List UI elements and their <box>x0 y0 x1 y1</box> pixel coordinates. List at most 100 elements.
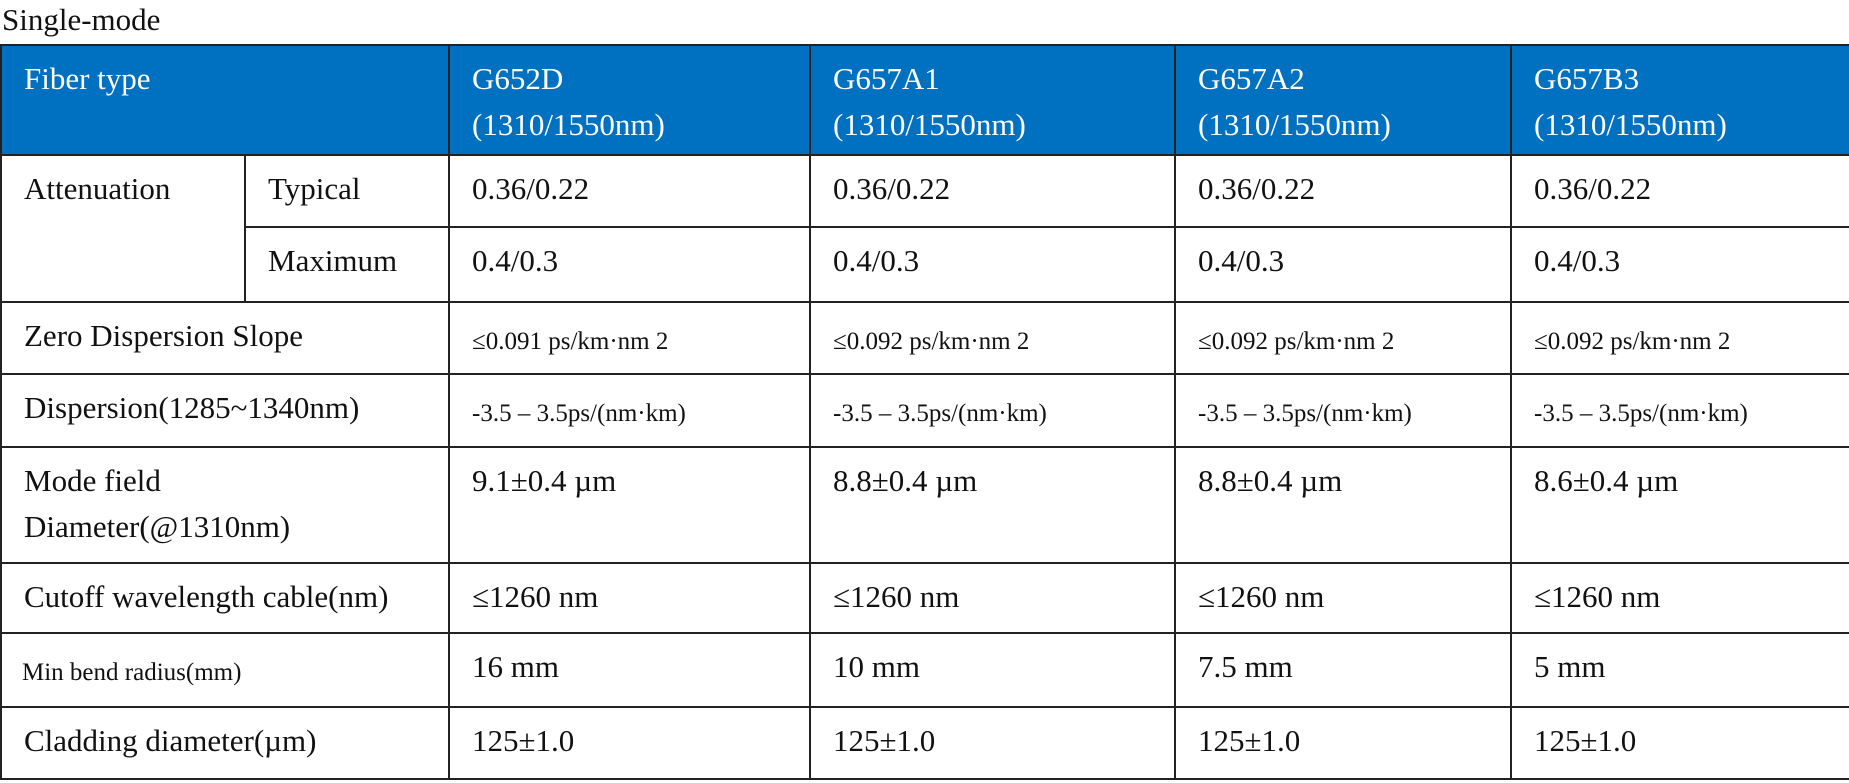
cell: Mode field Diameter(@1310nm) <box>0 446 450 564</box>
cell-text: (1310/1550nm) <box>472 107 665 142</box>
cell: 0.36/0.22 <box>1174 154 1512 228</box>
cell-text: ≤0.092 ps/km·nm 2 <box>1198 328 1395 355</box>
cell: 7.5 mm <box>1174 632 1512 708</box>
cell-text: -3.5 – 3.5ps/(nm·km) <box>833 400 1047 427</box>
cell: 5 mm <box>1510 632 1849 708</box>
row: Mode field Diameter(@1310nm) 9.1±0.4 µm 8.8… <box>0 446 1849 564</box>
cell: 9.1±0.4 µm <box>448 446 811 564</box>
cell: Typical <box>244 154 450 228</box>
cell-text: 0.36/0.22 <box>1534 171 1652 206</box>
row: Min bend radius(mm) 16 mm 10 mm 7.5 mm 5 mm <box>0 632 1849 708</box>
cell: ≤1260 nm <box>809 562 1176 634</box>
cell: 125±1.0 <box>809 706 1176 780</box>
cell: G657B3 (1310/1550nm) <box>1510 44 1849 156</box>
cell-text: 16 mm <box>472 649 559 684</box>
cell-text: 7.5 mm <box>1198 649 1293 684</box>
cell-text: 0.4/0.3 <box>472 243 559 278</box>
cell: ≤1260 nm <box>1174 562 1512 634</box>
cell: Maximum <box>244 226 450 303</box>
cell: 0.36/0.22 <box>448 154 811 228</box>
cell: Attenuation <box>0 154 246 303</box>
cell-text: (1310/1550nm) <box>1198 107 1391 142</box>
cell-text: ≤0.092 ps/km·nm 2 <box>1534 328 1731 355</box>
cell-text: Zero Dispersion Slope <box>24 318 303 353</box>
cell-text: G657A2 <box>1198 61 1305 96</box>
cell: ≤1260 nm <box>1510 562 1849 634</box>
cell: -3.5 – 3.5ps/(nm·km) <box>1510 373 1849 448</box>
cell-text: G652D <box>472 61 564 96</box>
cell-text: ≤1260 nm <box>833 579 960 614</box>
cell-text: -3.5 – 3.5ps/(nm·km) <box>1198 400 1412 427</box>
cell-text: Cladding diameter(µm) <box>24 723 317 758</box>
cell: 0.36/0.22 <box>1510 154 1849 228</box>
cell: -3.5 – 3.5ps/(nm·km) <box>809 373 1176 448</box>
row: Attenuation Typical 0.36/0.22 0.36/0.22 0.36… <box>0 154 1849 303</box>
cell-text: 0.36/0.22 <box>472 171 590 206</box>
cell-text: -3.5 – 3.5ps/(nm·km) <box>1534 400 1748 427</box>
cell-text: (1310/1550nm) <box>833 107 1026 142</box>
cell-text: ≤1260 nm <box>472 579 599 614</box>
cell: Min bend radius(mm) <box>0 632 450 708</box>
cell-text: -3.5 – 3.5ps/(nm·km) <box>472 400 686 427</box>
cell-text: 125±1.0 <box>1198 723 1301 758</box>
cell: 125±1.0 <box>1510 706 1849 780</box>
header-row: Fiber type G652D (1310/1550nm) G657A1 (1310/… <box>0 44 1849 156</box>
cell-text: Attenuation <box>24 171 171 206</box>
cell: 8.6±0.4 µm <box>1510 446 1849 564</box>
cell: Cutoff wavelength cable(nm) <box>0 562 450 634</box>
cell-text: G657B3 <box>1534 61 1640 96</box>
cell: 0.4/0.3 <box>809 226 1176 303</box>
cell-text: 0.4/0.3 <box>1534 243 1621 278</box>
cell: ≤0.092 ps/km·nm 2 <box>1174 301 1512 375</box>
cell-text: Min bend radius(mm) <box>22 659 242 686</box>
cell-text: Maximum <box>268 243 398 278</box>
cell-text: 8.6±0.4 µm <box>1534 463 1679 498</box>
cell-text: 125±1.0 <box>833 723 936 758</box>
cell-text: Diameter(@1310nm) <box>24 509 291 544</box>
cell-text: 5 mm <box>1534 649 1606 684</box>
cell: Cladding diameter(µm) <box>0 706 450 780</box>
cell: 0.36/0.22 <box>809 154 1176 228</box>
cell-text: Cutoff wavelength cable(nm) <box>24 579 389 614</box>
cell: Dispersion(1285~1340nm) <box>0 373 450 448</box>
cell: -3.5 – 3.5ps/(nm·km) <box>1174 373 1512 448</box>
cell-text: 125±1.0 <box>1534 723 1637 758</box>
cell-text: 125±1.0 <box>472 723 575 758</box>
cell: ≤0.092 ps/km·nm 2 <box>1510 301 1849 375</box>
row: Zero Dispersion Slope ≤0.091 ps/km·nm 2 ≤0… <box>0 301 1849 375</box>
cell-text: 8.8±0.4 µm <box>833 463 978 498</box>
cell: G652D (1310/1550nm) <box>448 44 811 156</box>
cell: 125±1.0 <box>448 706 811 780</box>
cell-text: 8.8±0.4 µm <box>1198 463 1343 498</box>
cell: 0.4/0.3 <box>1174 226 1512 303</box>
cell-text: Dispersion(1285~1340nm) <box>24 390 360 425</box>
cell-text: ≤0.092 ps/km·nm 2 <box>833 328 1030 355</box>
cell-text: G657A1 <box>833 61 940 96</box>
cell: -3.5 – 3.5ps/(nm·km) <box>448 373 811 448</box>
cell-text: ≤0.091 ps/km·nm 2 <box>472 328 669 355</box>
cell: Zero Dispersion Slope <box>0 301 450 375</box>
row: Maximum 0.4/0.3 0.4/0.3 0.4/0.3 0.4/0.3 <box>1 226 1849 303</box>
cell: 8.8±0.4 µm <box>1174 446 1512 564</box>
cell-text: (1310/1550nm) <box>1534 107 1727 142</box>
cell-text: 0.4/0.3 <box>833 243 920 278</box>
cell-text: 10 mm <box>833 649 920 684</box>
cell-text: ≤1260 nm <box>1534 579 1661 614</box>
cell: ≤0.091 ps/km·nm 2 <box>448 301 811 375</box>
row: Cladding diameter(µm) 125±1.0 125±1.0 125±1… <box>0 706 1849 780</box>
table-caption: Single-mode <box>2 2 161 37</box>
cell-text: 9.1±0.4 µm <box>472 463 617 498</box>
cell: 0.4/0.3 <box>448 226 811 303</box>
cell: Fiber type <box>0 44 450 156</box>
cell-text: 0.36/0.22 <box>1198 171 1316 206</box>
cell: 8.8±0.4 µm <box>809 446 1176 564</box>
cell: ≤1260 nm <box>448 562 811 634</box>
spec-table: Fiber type G652D (1310/1550nm) G657A1 (1310/… <box>0 44 1849 780</box>
cell: 0.4/0.3 <box>1510 226 1849 303</box>
cell-text: 0.36/0.22 <box>833 171 951 206</box>
cell-text: ≤1260 nm <box>1198 579 1325 614</box>
row: Cutoff wavelength cable(nm) ≤1260 nm ≤1260… <box>0 562 1849 634</box>
cell: G657A1 (1310/1550nm) <box>809 44 1176 156</box>
cell-text: Mode field <box>24 463 161 498</box>
